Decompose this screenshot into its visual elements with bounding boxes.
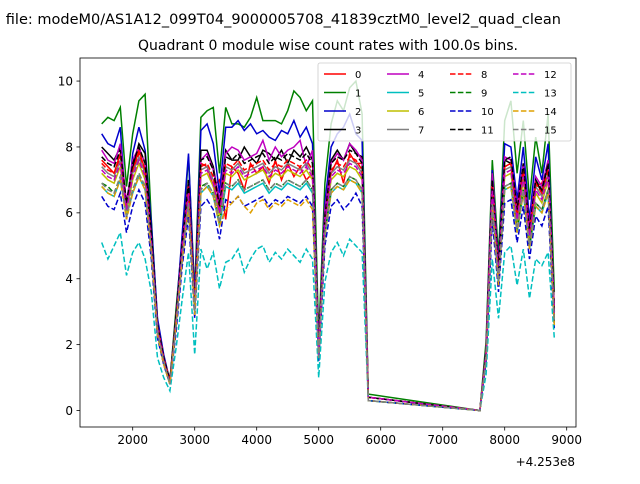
legend-box [317, 62, 572, 142]
x-tick-label: 7000 [427, 433, 458, 447]
legend-label-12: 12 [544, 70, 557, 81]
legend-label-14: 14 [544, 107, 557, 118]
x-tick-label: 5000 [303, 433, 334, 447]
series-layer [100, 79, 556, 412]
series-line-15 [101, 171, 556, 412]
plot-frame [79, 57, 577, 428]
legend-label-15: 15 [544, 126, 557, 137]
y-tick-label: 4 [65, 272, 73, 286]
y-tick-label: 6 [65, 206, 73, 220]
legend-label-0: 0 [355, 70, 361, 81]
legend-label-5: 5 [418, 89, 424, 100]
x-tick-label: 6000 [365, 433, 396, 447]
legend-label-4: 4 [418, 70, 424, 81]
x-tick-label: 3000 [179, 433, 210, 447]
figure-suptitle: n file: modeM0/AS1A12_099T04_9000005708_… [0, 12, 561, 28]
x-tick-label: 4000 [241, 433, 272, 447]
legend-label-6: 6 [418, 107, 424, 118]
x-tick-label: 8000 [489, 433, 520, 447]
y-tick-label: 8 [65, 140, 73, 154]
y-tick-label: 0 [65, 404, 73, 418]
x-tick-label: 2000 [117, 433, 148, 447]
legend-label-11: 11 [481, 126, 494, 137]
series-line-13 [100, 230, 556, 412]
x-offset-label: +4.253e8 [516, 455, 575, 469]
legend-label-13: 13 [544, 89, 557, 100]
x-tick-label: 9000 [551, 433, 582, 447]
series-line-14 [101, 174, 556, 412]
legend-label-1: 1 [355, 89, 361, 100]
legend-label-3: 3 [355, 126, 361, 137]
legend-label-8: 8 [481, 70, 487, 81]
legend-label-9: 9 [481, 89, 487, 100]
y-tick-label: 10 [58, 74, 73, 88]
legend-label-10: 10 [481, 107, 494, 118]
y-tick-label: 2 [65, 338, 73, 352]
legend-label-7: 7 [418, 126, 424, 137]
legend-label-2: 2 [355, 107, 361, 118]
chart-title: Quadrant 0 module wise count rates with … [138, 38, 518, 54]
